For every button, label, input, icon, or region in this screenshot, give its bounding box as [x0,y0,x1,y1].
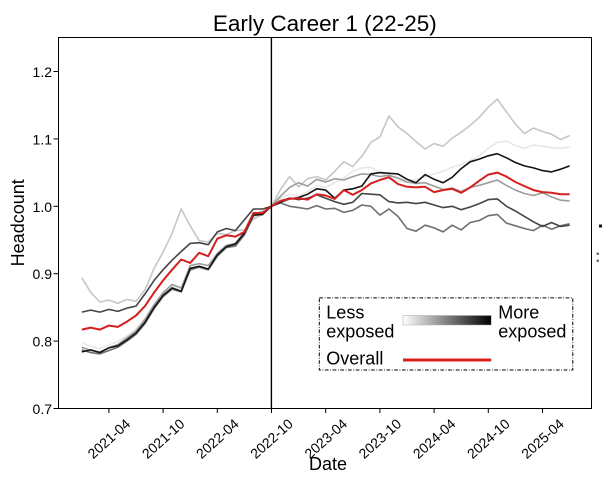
svg-text:Date: Date [309,454,347,474]
svg-text:0.7: 0.7 [33,401,53,417]
svg-text:exposed: exposed [326,322,394,342]
svg-text:1.2: 1.2 [33,64,53,80]
svg-text:exposed: exposed [498,322,566,342]
svg-text:Less: Less [326,303,364,323]
svg-text:Early Career 1 (22-25): Early Career 1 (22-25) [213,11,437,36]
svg-text:More: More [498,303,539,323]
svg-text:0.9: 0.9 [33,266,53,282]
svg-text:1.0: 1.0 [33,199,53,215]
svg-text:0.8: 0.8 [33,334,53,350]
svg-text:1.1: 1.1 [33,131,53,147]
svg-text:Overall: Overall [326,349,383,369]
svg-text:Headcount: Headcount [8,179,28,266]
